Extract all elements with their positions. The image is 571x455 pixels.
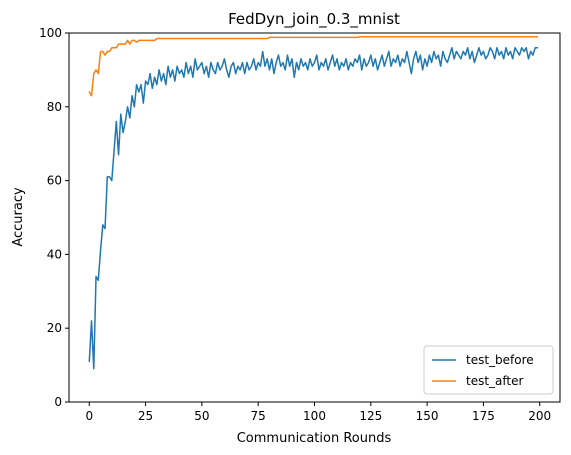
series-line-test-after xyxy=(88,35,539,97)
x-tick-label: 175 xyxy=(472,409,495,423)
legend: test_before test_after xyxy=(423,345,554,395)
legend-box xyxy=(423,345,554,395)
y-axis: 0 20 40 60 80 100 xyxy=(39,26,69,409)
plot-area xyxy=(88,35,539,370)
legend-label-test-before: test_before xyxy=(466,353,534,367)
x-axis: 0 25 50 75 100 125 150 175 200 xyxy=(85,402,551,423)
y-tick-label: 40 xyxy=(47,247,62,261)
x-tick-label: 25 xyxy=(138,409,153,423)
x-tick-label: 0 xyxy=(85,409,93,423)
series-line-test-before xyxy=(88,47,539,370)
y-tick-label: 80 xyxy=(47,100,62,114)
y-tick-label: 0 xyxy=(54,395,62,409)
x-tick-label: 150 xyxy=(416,409,439,423)
y-axis-label: Accuracy xyxy=(11,187,26,247)
x-tick-label: 200 xyxy=(528,409,551,423)
y-tick-label: 100 xyxy=(39,26,62,40)
x-tick-label: 125 xyxy=(359,409,382,423)
y-tick-label: 60 xyxy=(47,174,62,188)
x-axis-label: Communication Rounds xyxy=(237,431,392,446)
x-tick-label: 100 xyxy=(303,409,326,423)
x-tick-label: 50 xyxy=(194,409,209,423)
x-tick-label: 75 xyxy=(251,409,266,423)
y-tick-label: 20 xyxy=(47,321,62,335)
chart-title: FedDyn_join_0.3_mnist xyxy=(228,10,400,29)
legend-label-test-after: test_after xyxy=(466,374,524,388)
